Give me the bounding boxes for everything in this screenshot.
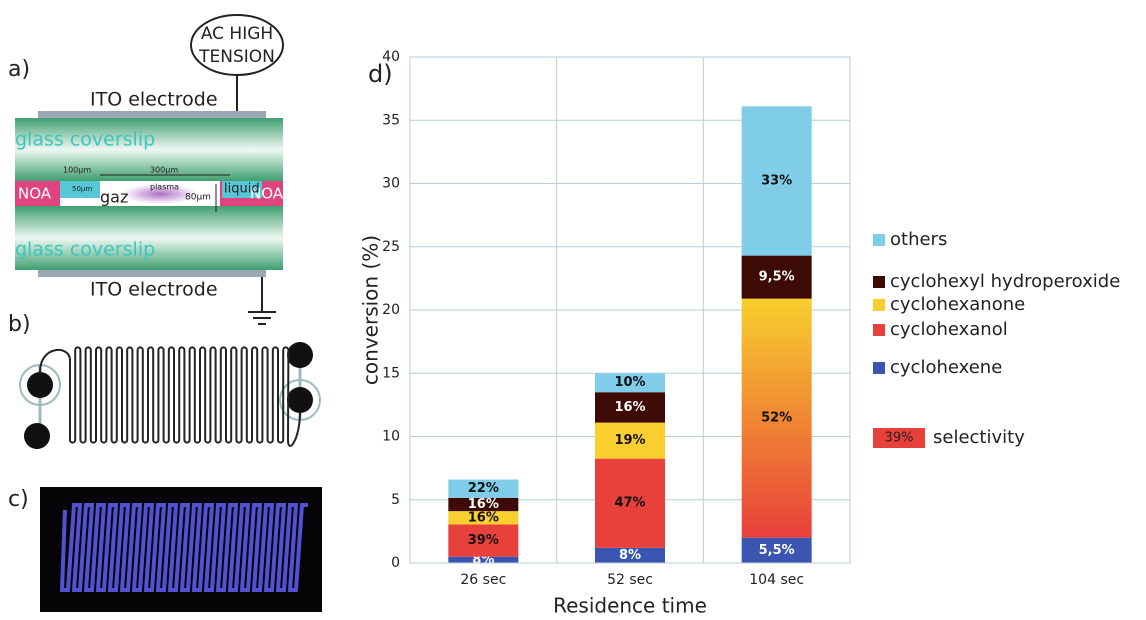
selectivity-label: 16%: [614, 400, 645, 415]
panel-label: b): [8, 312, 31, 337]
y-tick-label: 30: [382, 176, 400, 192]
legend-swatch: [873, 362, 885, 374]
y-tick-label: 0: [391, 555, 400, 571]
legend-label: 39%: [885, 431, 914, 446]
selectivity-label: 52%: [761, 411, 792, 426]
legend-label: cyclohexene: [890, 357, 1002, 378]
dim-label: 80μm: [185, 193, 211, 203]
legend-label: others: [890, 229, 947, 250]
ground: [248, 277, 276, 324]
selectivity-label: 10%: [614, 375, 645, 390]
legend-swatch: [873, 324, 885, 336]
panel-label: c): [8, 487, 29, 512]
glass-label: glass coverslip: [15, 239, 155, 261]
legend-label: cyclohexanone: [890, 294, 1025, 315]
legend-label: cyclohexyl hydroperoxide: [890, 271, 1120, 292]
selectivity-label: 33%: [761, 173, 792, 188]
legend-swatch: [873, 299, 885, 311]
glass-label: glass coverslip: [15, 129, 155, 151]
y-tick-label: 35: [382, 112, 400, 128]
selectivity-label: 39%: [468, 533, 499, 548]
serpentine-chip: [20, 342, 320, 449]
selectivity-label: 16%: [468, 510, 499, 525]
electrode: [38, 111, 266, 118]
x-axis-label: Residence time: [553, 594, 707, 618]
chart: Residence time conversion (%) 0 5 10 15 20 25…: [359, 49, 1121, 618]
selectivity-label: 22%: [468, 481, 499, 496]
y-tick-label: 20: [382, 302, 400, 318]
x-tick-label: 52 sec: [607, 572, 653, 588]
gas-label: gaz: [100, 188, 128, 207]
y-tick-label: 10: [382, 429, 400, 445]
source-label: TENSION: [198, 47, 275, 67]
selectivity-label: 16%: [468, 497, 499, 512]
channel: [40, 347, 300, 446]
selectivity-label: 5,5%: [759, 543, 795, 558]
electrode: [38, 270, 266, 277]
panel-label: a): [8, 57, 30, 82]
electrode-label: ITO electrode: [90, 279, 218, 301]
plasma-label: plasma: [150, 183, 179, 192]
dim-label: 100μm: [63, 166, 91, 175]
y-tick-label: 5: [391, 492, 400, 508]
electrode-label: ITO electrode: [90, 89, 218, 111]
selectivity-label: 8%: [619, 548, 641, 563]
liquid-label: liquid: [224, 182, 260, 197]
legend-label: cyclohexanol: [890, 319, 1008, 340]
dim-label: 300μm: [150, 166, 178, 175]
figure: a) b) c) d) AC HIGH TENSION ITO electrod…: [0, 0, 1146, 620]
source-label: AC HIGH: [201, 24, 273, 44]
selectivity-label: 9,5%: [759, 270, 795, 285]
legend-swatch: [873, 234, 885, 246]
y-tick-label: 15: [382, 365, 400, 381]
dim-label: 50μm: [72, 185, 92, 193]
y-tick-label: 25: [382, 239, 400, 255]
legend-swatch: [873, 276, 885, 288]
x-tick-label: 26 sec: [460, 572, 506, 588]
x-tick-label: 104 sec: [749, 572, 804, 588]
y-axis-label: conversion (%): [359, 235, 383, 385]
selectivity-label: 19%: [614, 433, 645, 448]
legend-label: selectivity: [933, 427, 1025, 448]
selectivity-label: 47%: [614, 496, 645, 511]
y-tick-label: 40: [382, 49, 400, 65]
noa-label: NOA: [18, 185, 52, 203]
